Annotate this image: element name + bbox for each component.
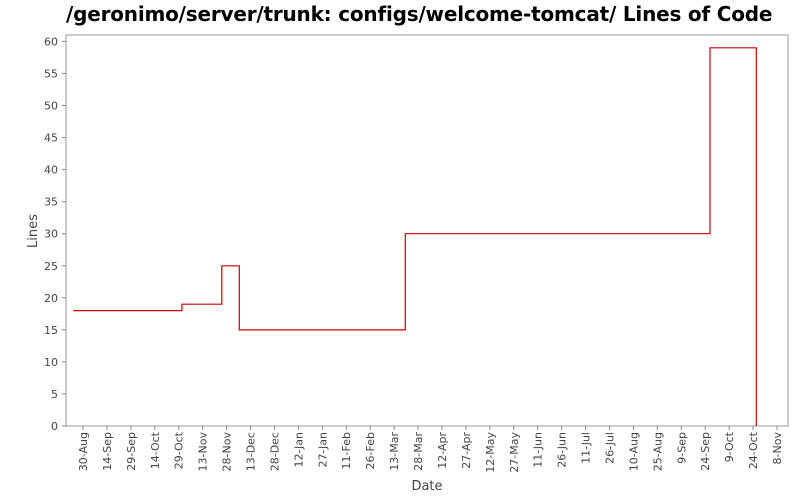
- x-tick-label: 27-Apr: [460, 432, 473, 469]
- x-tick-label: 24-Oct: [747, 431, 760, 469]
- y-tick-label: 20: [44, 292, 58, 305]
- x-tick-label: 12-Jan: [292, 432, 305, 468]
- y-tick-label: 35: [44, 196, 58, 209]
- x-tick-label: 9-Oct: [723, 431, 736, 462]
- x-tick-label: 11-Jul: [580, 432, 593, 464]
- x-tick-label: 26-Jul: [603, 432, 616, 464]
- x-tick-label: 8-Nov: [771, 432, 784, 465]
- y-axis: 0 5 10 15 20 25 30 35 40 45 50 55 60: [44, 35, 66, 433]
- x-tick-label: 27-Jan: [316, 432, 329, 468]
- x-tick-label: 11-Feb: [340, 432, 353, 469]
- y-tick-label: 15: [44, 324, 58, 337]
- x-tick-label: 14-Sep: [101, 432, 114, 471]
- x-tick-label: 29-Oct: [173, 431, 186, 469]
- x-tick-label: 29-Sep: [125, 432, 138, 471]
- y-tick-label: 40: [44, 164, 58, 177]
- y-tick-label: 10: [44, 356, 58, 369]
- y-tick-label: 50: [44, 100, 58, 113]
- y-tick-label: 5: [51, 388, 58, 401]
- y-tick-label: 60: [44, 35, 58, 48]
- chart-title: /geronimo/server/trunk: configs/welcome-…: [66, 2, 773, 26]
- x-tick-label: 13-Nov: [197, 432, 210, 472]
- x-tick-label: 26-Jun: [556, 432, 569, 468]
- x-tick-label: 28-Dec: [268, 432, 281, 471]
- x-tick-label: 24-Sep: [699, 432, 712, 471]
- y-tick-label: 55: [44, 67, 58, 80]
- y-axis-title: Lines: [26, 214, 41, 248]
- x-tick-label: 9-Sep: [675, 432, 688, 464]
- x-axis: 30-Aug 14-Sep 29-Sep 14-Oct 29-Oct 13-Nov 28-N…: [77, 426, 784, 473]
- x-tick-label: 26-Feb: [364, 432, 377, 469]
- x-tick-label: 28-Nov: [221, 432, 234, 472]
- x-tick-label: 10-Aug: [627, 432, 640, 471]
- x-tick-label: 30-Aug: [77, 432, 90, 471]
- x-tick-label: 25-Aug: [651, 432, 664, 471]
- x-tick-label: 13-Mar: [388, 432, 401, 471]
- y-tick-label: 30: [44, 228, 58, 241]
- x-tick-label: 27-May: [508, 432, 521, 473]
- x-tick-label: 28-Mar: [412, 432, 425, 471]
- x-tick-label: 12-Apr: [436, 432, 449, 469]
- y-tick-label: 0: [51, 420, 58, 433]
- x-tick-label: 12-May: [484, 432, 497, 473]
- y-tick-label: 45: [44, 132, 58, 145]
- plot-area: [65, 34, 789, 427]
- x-tick-label: 14-Oct: [149, 431, 162, 469]
- series-layer: [73, 47, 757, 426]
- y-tick-label: 25: [44, 260, 58, 273]
- x-tick-label: 11-Jun: [532, 432, 545, 468]
- x-axis-title: Date: [411, 479, 442, 494]
- x-tick-label: 13-Dec: [245, 432, 258, 471]
- series-line: [73, 47, 757, 426]
